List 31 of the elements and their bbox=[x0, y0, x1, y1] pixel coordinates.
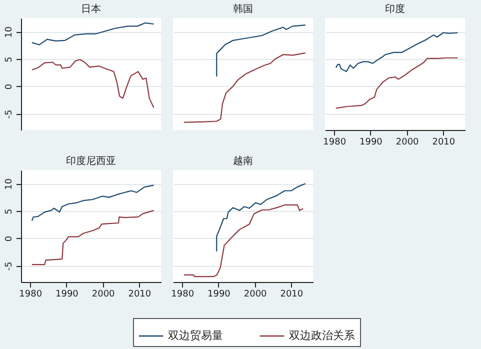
line-series bbox=[31, 22, 154, 46]
x-tick-label: 2000 bbox=[244, 290, 268, 300]
legend-label: 双边政治关系 bbox=[289, 329, 355, 342]
line-series bbox=[31, 58, 154, 108]
chart-title: 日本 bbox=[81, 3, 101, 15]
x-tick-label: 2000 bbox=[92, 290, 116, 300]
line-series bbox=[31, 184, 154, 222]
x-tick-label: 1990 bbox=[360, 138, 383, 148]
x-tick-label: 2000 bbox=[396, 138, 420, 148]
x-tick-label: 1990 bbox=[208, 290, 231, 300]
y-tick-label: 5 bbox=[4, 56, 14, 62]
chart-title: 韩国 bbox=[233, 3, 253, 15]
line-series bbox=[31, 210, 154, 266]
y-tick-label: 0 bbox=[4, 236, 14, 242]
x-tick-label: 1980 bbox=[323, 138, 346, 148]
x-tick-label: 2010 bbox=[128, 290, 152, 300]
x-tick-label: 2010 bbox=[432, 138, 456, 148]
chart-title: 越南 bbox=[233, 155, 253, 167]
y-tick-label: 0 bbox=[4, 84, 14, 90]
y-tick-label: -5 bbox=[4, 262, 14, 271]
legend-label: 双边贸易量 bbox=[168, 329, 223, 342]
x-tick-label: 1980 bbox=[171, 290, 194, 300]
x-tick-label: 1980 bbox=[19, 290, 42, 300]
y-tick-label: -5 bbox=[4, 110, 14, 119]
x-tick-label: 2010 bbox=[280, 290, 304, 300]
x-tick-label: 1990 bbox=[56, 290, 79, 300]
y-tick-label: 10 bbox=[4, 26, 14, 38]
chart-title: 印度尼西亚 bbox=[66, 155, 116, 167]
chart-title: 印度 bbox=[385, 3, 405, 15]
y-tick-label: 5 bbox=[4, 208, 14, 214]
y-tick-label: 10 bbox=[4, 178, 14, 190]
